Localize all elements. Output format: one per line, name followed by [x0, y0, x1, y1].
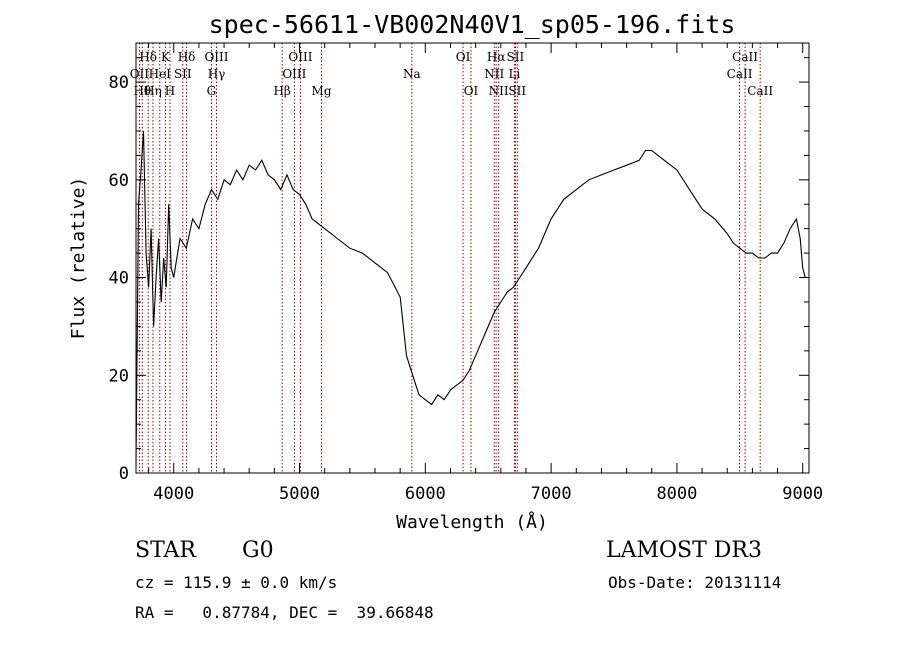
spectral-line-label: NII: [489, 84, 509, 98]
spectral-line-label: OI: [456, 50, 471, 64]
x-tick-label: 4000: [153, 484, 194, 504]
flux-series-line: [135, 130, 808, 464]
x-axis-label: Wavelength (Å): [396, 511, 548, 533]
subclass: G0: [242, 538, 274, 563]
y-tick-label: 20: [109, 366, 129, 386]
spectral-line-label: OI: [464, 84, 479, 98]
spectral-line-label: CaII: [747, 84, 773, 98]
x-tick-label: 7000: [531, 484, 572, 504]
spectral-line-label: Na: [403, 67, 421, 81]
y-tick-label: 60: [109, 171, 129, 191]
spectral-line-labels: OII Hθ Hδ Hη HeI K H SII Hδ G OIII Hγ Hβ OIII OIII Mg Na…: [130, 50, 774, 98]
spectral-line-label: K: [161, 50, 171, 64]
axis-ticks: 4000 5000 6000 7000 8000 9000 0 20 40 60 80: [109, 43, 823, 504]
y-tick-label: 0: [119, 464, 129, 484]
spectral-line-label: Li: [508, 67, 520, 81]
y-tick-label: 40: [109, 269, 129, 289]
spectral-line-label: OII: [130, 67, 150, 81]
spectral-line-label: G: [207, 84, 217, 98]
survey-name: LAMOST DR3: [606, 538, 762, 563]
spectral-line-markers: [138, 43, 761, 473]
spectral-line-label: Hδ: [178, 50, 196, 64]
spectral-line-label: Hβ: [273, 84, 290, 98]
spectral-line-label: SII: [508, 84, 526, 98]
redshift-velocity: cz = 115.9 ± 0.0 km/s: [135, 573, 338, 592]
x-tick-label: 6000: [405, 484, 446, 504]
spectral-line-label: HeI: [149, 67, 172, 81]
plot-frame: [135, 42, 810, 474]
y-tick-label: 80: [109, 73, 129, 93]
spectral-line-label: OIII: [204, 50, 228, 64]
y-axis-label: Flux (relative): [68, 177, 89, 340]
observation-date: Obs-Date: 20131114: [608, 573, 782, 592]
spectral-line-label: Mg: [312, 84, 332, 98]
spectral-line-label: OIII: [288, 50, 312, 64]
spectral-line-label: Hγ: [208, 67, 226, 81]
spectral-line-label: Hθ: [133, 84, 151, 98]
object-class: STAR: [135, 538, 196, 563]
spectral-line-label: Hη: [144, 84, 162, 98]
x-tick-label: 8000: [656, 484, 697, 504]
spectral-line-label: NII: [484, 67, 504, 81]
spectral-line-label: Hδ: [139, 50, 157, 64]
chart-title: spec-56611-VB002N40V1_sp05-196.fits: [209, 10, 736, 39]
x-tick-label: 5000: [279, 484, 320, 504]
coordinates: RA = 0.87784, DEC = 39.66848: [135, 603, 434, 622]
x-tick-label: 9000: [782, 484, 823, 504]
spectral-line-label: SII: [507, 50, 525, 64]
spectral-line-label: CaII: [727, 67, 753, 81]
spectral-line-label: H: [165, 84, 175, 98]
spectral-line-label: SII: [174, 67, 192, 81]
spectral-line-label: Hα: [487, 50, 506, 64]
spectral-line-label: OIII: [282, 67, 306, 81]
spectral-line-label: CaII: [732, 50, 758, 64]
